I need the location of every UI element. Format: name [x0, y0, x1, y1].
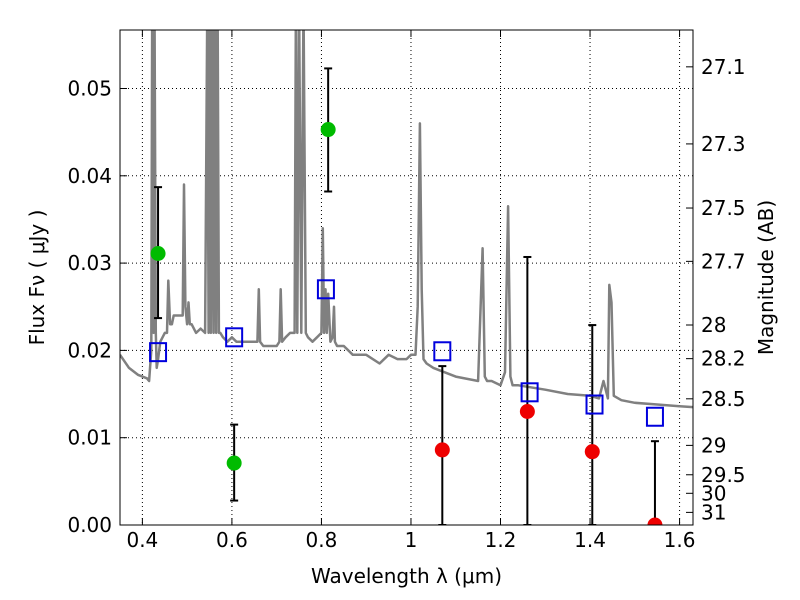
- model-point: [149, 342, 168, 363]
- data-point: [519, 404, 535, 420]
- x-tick-label: 0.6: [216, 528, 248, 552]
- model-point: [316, 279, 335, 300]
- y-tick-label: 0.03: [67, 251, 112, 275]
- data-point: [226, 455, 242, 471]
- x-tick-label: 1.2: [485, 528, 517, 552]
- data-point: [434, 442, 450, 458]
- y2-tick-label: 27.3: [701, 132, 746, 156]
- y2-tick-label: 27.5: [701, 196, 746, 220]
- data-point: [584, 444, 600, 460]
- x-tick-label: 1.6: [664, 528, 696, 552]
- model-point: [433, 341, 452, 362]
- grid-lines: [120, 30, 693, 526]
- model-point: [520, 382, 539, 403]
- spectrum-line: [120, 30, 693, 409]
- x-tick-label: 0.4: [126, 528, 158, 552]
- y-axis-label: Flux Fν ( μJy ): [25, 210, 49, 346]
- y2-tick-label: 29: [701, 433, 726, 457]
- y-tick-label: 0.04: [67, 164, 112, 188]
- plot-area: [120, 30, 693, 525]
- y2-tick-label: 29.5: [701, 463, 746, 487]
- y-tick-label: 0.05: [67, 76, 112, 100]
- y2-tick-label: 31: [701, 500, 726, 524]
- y2-tick-label: 28: [701, 313, 726, 337]
- model-point: [585, 394, 604, 415]
- y2-axis-label: Magnitude (AB): [754, 200, 778, 355]
- model-point: [225, 327, 244, 348]
- y2-tick-label: 28.5: [701, 387, 746, 411]
- y2-tick-label: 27.1: [701, 55, 746, 79]
- y2-tick-label: 28.2: [701, 347, 746, 371]
- x-tick-label: 1.4: [574, 528, 606, 552]
- y2-tick-label: 30: [701, 481, 726, 505]
- axes-frame: [119, 29, 694, 526]
- data-point: [150, 245, 166, 261]
- data-point: [320, 122, 336, 138]
- y-tick-label: 0.01: [67, 426, 112, 450]
- y-tick-label: 0.00: [67, 513, 112, 537]
- data-point: [647, 517, 663, 525]
- x-axis-label: Wavelength λ (μm): [311, 564, 502, 588]
- y2-tick-label: 27.7: [701, 249, 746, 273]
- x-tick-label: 0.8: [306, 528, 338, 552]
- axis-ticks: 0.4 0.6 0.8 1 1.2 1.4 1.6 0.00 0.01 0.02 0.03 0.04 0…: [67, 30, 746, 552]
- x-tick-label: 1: [405, 528, 418, 552]
- model-point: [645, 406, 664, 427]
- y-tick-label: 0.02: [67, 338, 112, 362]
